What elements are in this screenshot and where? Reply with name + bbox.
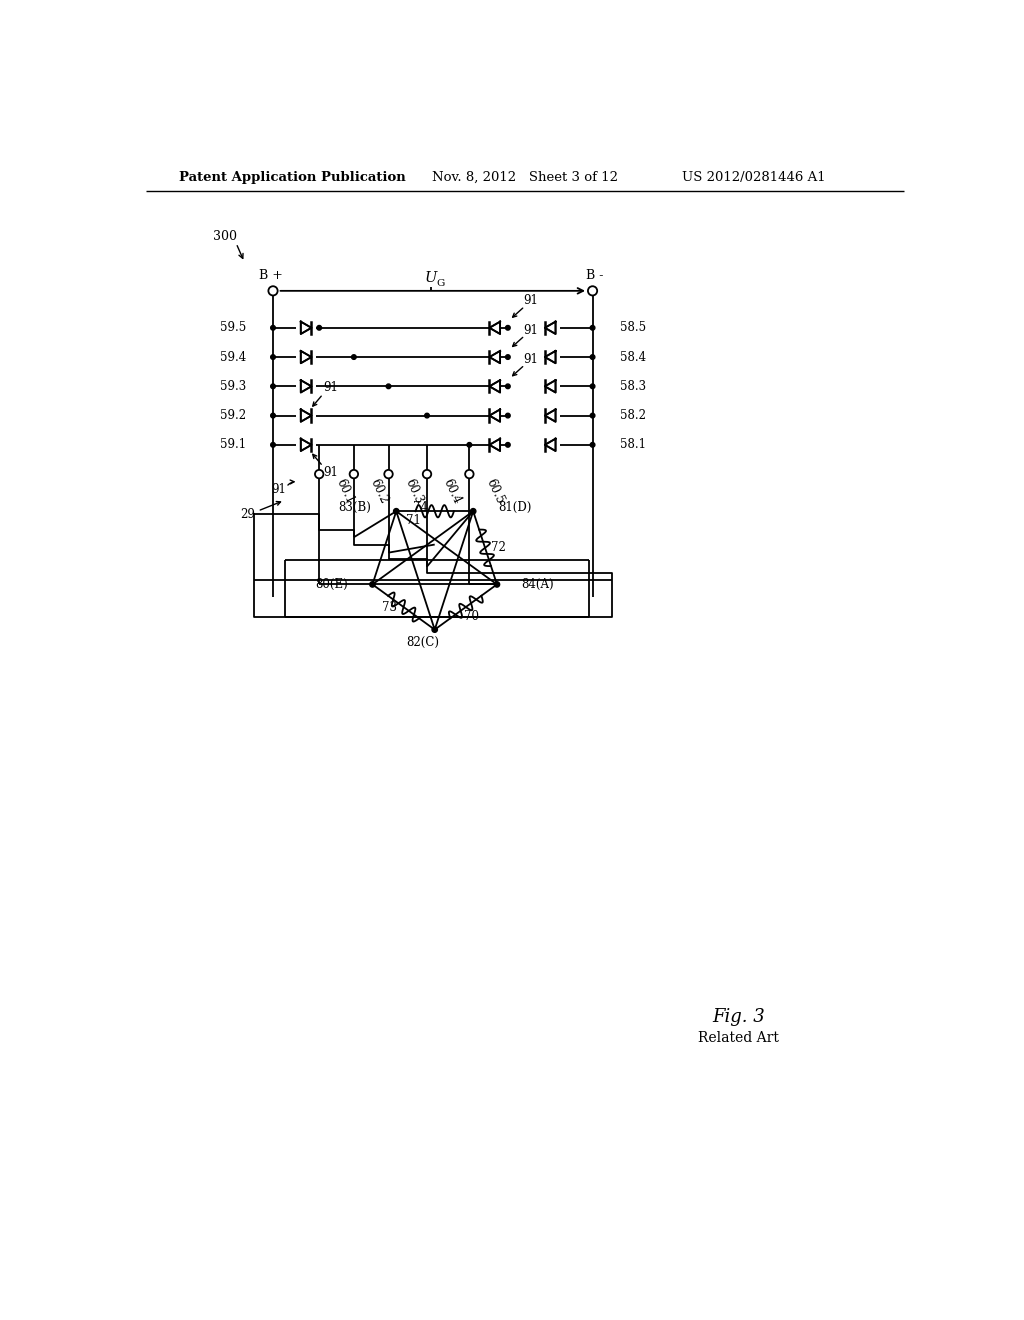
Text: 58.4: 58.4 <box>620 351 646 363</box>
Text: 91: 91 <box>271 483 287 496</box>
Text: 73: 73 <box>382 601 397 614</box>
Text: Patent Application Publication: Patent Application Publication <box>179 172 406 185</box>
Polygon shape <box>489 380 500 392</box>
Circle shape <box>467 442 472 447</box>
Circle shape <box>465 470 473 478</box>
Circle shape <box>506 442 510 447</box>
Circle shape <box>425 413 429 418</box>
Text: 29: 29 <box>241 508 255 520</box>
Circle shape <box>270 355 275 359</box>
Circle shape <box>590 326 595 330</box>
Text: 58.3: 58.3 <box>620 380 646 393</box>
Circle shape <box>590 384 595 388</box>
Polygon shape <box>489 351 500 363</box>
Circle shape <box>315 470 324 478</box>
Polygon shape <box>301 322 311 334</box>
Polygon shape <box>489 409 500 422</box>
Text: 60.1: 60.1 <box>333 477 356 506</box>
Circle shape <box>370 582 375 587</box>
Polygon shape <box>301 351 311 363</box>
Circle shape <box>506 413 510 418</box>
Circle shape <box>349 470 358 478</box>
Polygon shape <box>545 351 556 363</box>
Polygon shape <box>545 409 556 422</box>
Circle shape <box>423 470 431 478</box>
Circle shape <box>590 355 595 359</box>
Circle shape <box>393 508 399 513</box>
Circle shape <box>590 413 595 418</box>
Polygon shape <box>301 438 311 451</box>
Text: 59.5: 59.5 <box>220 321 246 334</box>
Text: G: G <box>436 279 445 288</box>
Polygon shape <box>301 409 311 422</box>
Text: 82(C): 82(C) <box>407 635 439 648</box>
Text: 71: 71 <box>406 513 421 527</box>
Circle shape <box>316 326 322 330</box>
Polygon shape <box>301 380 311 392</box>
Polygon shape <box>489 438 500 451</box>
Polygon shape <box>545 322 556 334</box>
Text: 70: 70 <box>465 610 479 623</box>
Text: 80(E): 80(E) <box>315 578 348 591</box>
Text: US 2012/0281446 A1: US 2012/0281446 A1 <box>682 172 826 185</box>
Circle shape <box>506 384 510 388</box>
Text: 59.2: 59.2 <box>220 409 246 422</box>
Text: 58.2: 58.2 <box>620 409 645 422</box>
Text: B -: B - <box>586 269 603 282</box>
Text: 81(D): 81(D) <box>498 500 531 513</box>
Polygon shape <box>545 380 556 392</box>
Text: 72: 72 <box>492 541 506 554</box>
Text: 58.1: 58.1 <box>620 438 645 451</box>
Text: 60.4: 60.4 <box>441 477 464 506</box>
Text: 91: 91 <box>324 466 338 479</box>
Text: 83(B): 83(B) <box>339 500 372 513</box>
Text: 91: 91 <box>324 381 338 395</box>
Circle shape <box>506 355 510 359</box>
Text: 58.5: 58.5 <box>620 321 646 334</box>
Circle shape <box>270 326 275 330</box>
Text: 60.2: 60.2 <box>368 477 390 506</box>
Text: 59.3: 59.3 <box>220 380 246 393</box>
Text: 60.5: 60.5 <box>483 477 506 506</box>
Text: Related Art: Related Art <box>698 1031 779 1044</box>
Text: 59.4: 59.4 <box>220 351 246 363</box>
Circle shape <box>270 384 275 388</box>
Text: 91: 91 <box>523 323 539 337</box>
Text: U: U <box>425 271 437 285</box>
Circle shape <box>384 470 393 478</box>
Text: 59.1: 59.1 <box>220 438 246 451</box>
Text: 300: 300 <box>213 231 237 243</box>
Circle shape <box>588 286 597 296</box>
Circle shape <box>270 413 275 418</box>
Circle shape <box>351 355 356 359</box>
Circle shape <box>432 627 437 632</box>
Circle shape <box>506 326 510 330</box>
Circle shape <box>268 286 278 296</box>
Circle shape <box>270 442 275 447</box>
Text: 91: 91 <box>523 294 539 308</box>
Text: 91: 91 <box>523 352 539 366</box>
Text: 60.3: 60.3 <box>402 477 425 506</box>
Circle shape <box>470 508 476 513</box>
Polygon shape <box>545 438 556 451</box>
Circle shape <box>590 442 595 447</box>
Text: 84(A): 84(A) <box>521 578 554 591</box>
Polygon shape <box>489 322 500 334</box>
Text: B +: B + <box>259 269 283 282</box>
Text: Nov. 8, 2012   Sheet 3 of 12: Nov. 8, 2012 Sheet 3 of 12 <box>432 172 617 185</box>
Circle shape <box>495 582 500 587</box>
Text: Fig. 3: Fig. 3 <box>713 1008 765 1026</box>
Circle shape <box>386 384 391 388</box>
Text: 74: 74 <box>414 500 428 513</box>
